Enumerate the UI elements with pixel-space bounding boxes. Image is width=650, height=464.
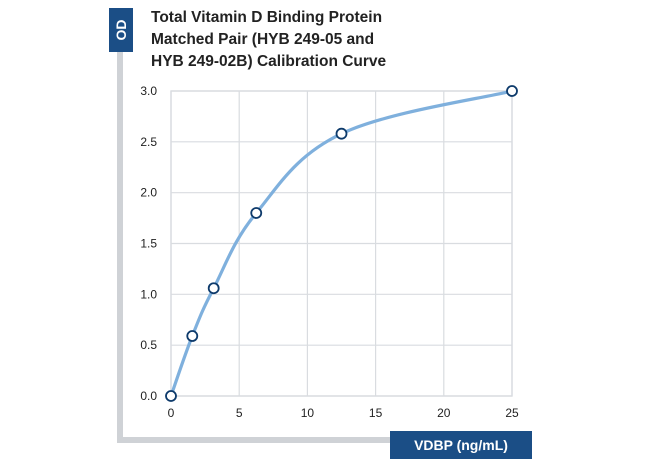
data-point: [506, 85, 518, 97]
y-tick-label: 2.0: [140, 186, 157, 200]
plot-frame: [170, 90, 513, 397]
y-tick-label: 0.0: [140, 389, 157, 403]
y-axis-badge: [109, 8, 133, 52]
chart-title-line-3: HYB 249-02B) Calibration Curve: [151, 53, 387, 70]
y-tick-label: 0.5: [140, 338, 157, 352]
x-tick-label: 10: [301, 406, 315, 420]
y-axis-label: OD: [113, 20, 129, 41]
x-tick-label: 5: [236, 406, 243, 420]
x-tick-labels: 0 5 10 15 20 25: [168, 406, 519, 420]
data-point: [207, 282, 220, 295]
x-tick-label: 25: [505, 406, 519, 420]
x-tick-label: 0: [168, 406, 175, 420]
chart-title-line-2: Matched Pair (HYB 249-05 and: [151, 31, 374, 48]
chart-title-line-1: Total Vitamin D Binding Protein: [151, 9, 382, 26]
x-axis-badge: [390, 431, 532, 459]
y-tick-label: 3.0: [140, 84, 157, 98]
data-points: [165, 85, 518, 402]
data-point: [186, 330, 199, 342]
y-tick-label: 1.5: [140, 237, 157, 251]
y-tick-labels: 0.0 0.5 1.0 1.5 2.0 2.5 3.0: [140, 84, 157, 403]
y-tick-label: 2.5: [140, 135, 157, 149]
axis-frame: [117, 24, 392, 443]
y-tick-label: 1.0: [140, 287, 157, 301]
data-point: [250, 207, 263, 219]
x-tick-label: 20: [437, 406, 451, 420]
plot-border: [170, 90, 513, 397]
x-tick-label: 15: [369, 406, 383, 420]
data-point: [335, 127, 348, 140]
data-point: [165, 390, 177, 402]
x-axis-label: VDBP (ng/mL): [414, 437, 508, 453]
